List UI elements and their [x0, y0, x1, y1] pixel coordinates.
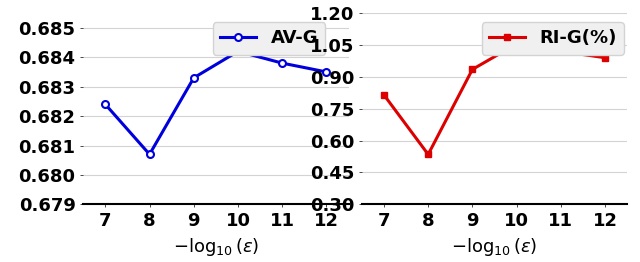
AV-G — [102, 103, 109, 106]
RI-G(%) — [557, 50, 564, 53]
Legend: AV-G: AV-G — [212, 22, 325, 54]
Line: AV-G: AV-G — [102, 48, 330, 158]
AV-G — [190, 76, 198, 79]
RI-G(%) — [468, 68, 476, 71]
Legend: RI-G(%): RI-G(%) — [482, 22, 624, 54]
AV-G — [278, 62, 286, 65]
X-axis label: $-\log_{10}(\varepsilon)$: $-\log_{10}(\varepsilon)$ — [451, 236, 538, 258]
RI-G(%) — [601, 56, 609, 59]
AV-G — [146, 153, 154, 156]
RI-G(%) — [424, 153, 432, 156]
RI-G(%) — [380, 93, 388, 96]
X-axis label: $-\log_{10}(\varepsilon)$: $-\log_{10}(\varepsilon)$ — [173, 236, 259, 258]
AV-G — [234, 50, 242, 53]
Line: RI-G(%): RI-G(%) — [380, 40, 609, 158]
RI-G(%) — [513, 42, 520, 46]
AV-G — [323, 70, 330, 74]
